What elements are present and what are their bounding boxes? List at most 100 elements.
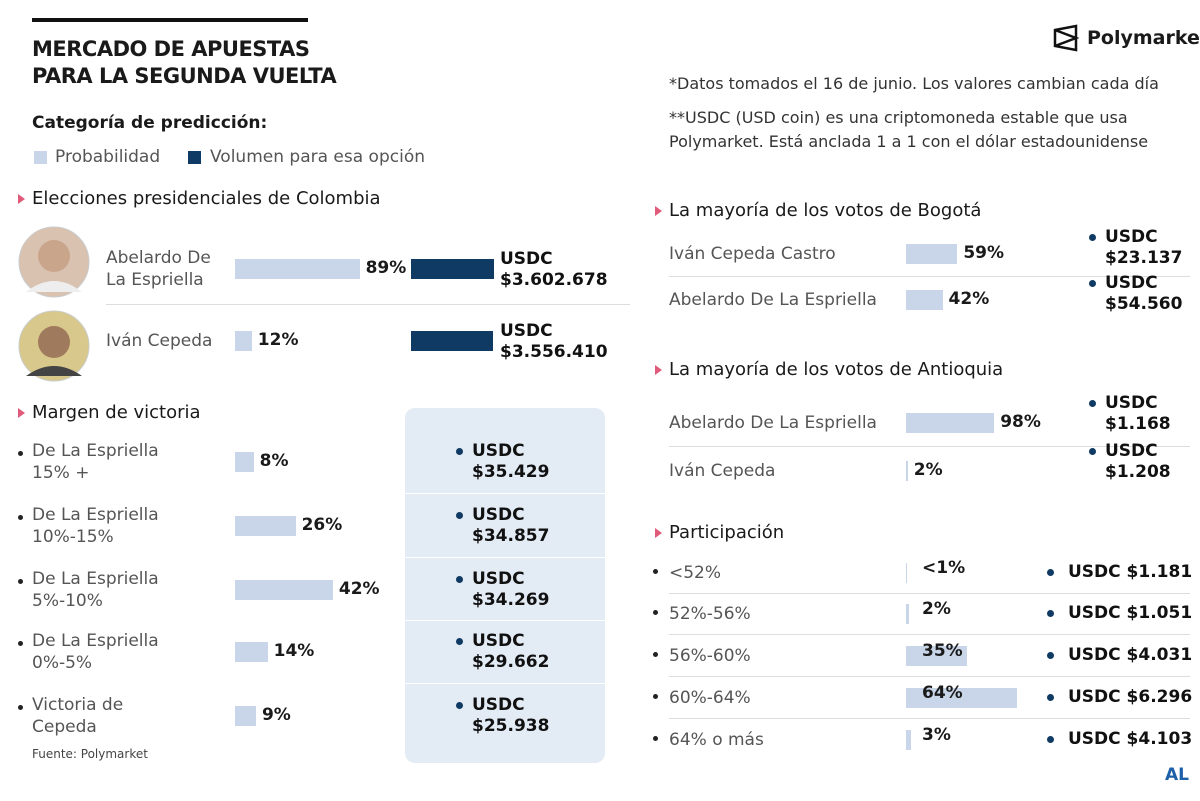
section-title: Elecciones presidenciales de Colombia bbox=[32, 188, 381, 209]
probability-label: 9% bbox=[261, 705, 291, 725]
probability-bar bbox=[235, 331, 252, 351]
bullet-dot bbox=[1047, 569, 1054, 576]
option-name: <52% bbox=[669, 563, 722, 583]
legend-swatch bbox=[188, 151, 201, 164]
option-name: Abelardo De La Espriella bbox=[106, 248, 211, 290]
bullet bbox=[653, 652, 658, 657]
section-marker bbox=[18, 194, 25, 204]
bullet-dot bbox=[1089, 400, 1096, 407]
volume-label: USDC $23.137 bbox=[1105, 227, 1183, 268]
probability-label: 14% bbox=[273, 641, 315, 661]
brand-name: Polymarket bbox=[1087, 27, 1200, 49]
bullet-dot bbox=[1047, 652, 1054, 659]
option-name: Victoria de Cepeda bbox=[32, 695, 124, 737]
probability-bar bbox=[906, 461, 908, 481]
probability-bar bbox=[235, 452, 254, 472]
separator bbox=[669, 592, 1190, 594]
brand-logo bbox=[1053, 24, 1080, 52]
probability-bar bbox=[235, 642, 268, 662]
bullet bbox=[18, 579, 23, 584]
volume-bar bbox=[411, 331, 493, 351]
bullet-dot bbox=[456, 638, 463, 645]
volume-label: USDC $25.938 bbox=[472, 695, 550, 736]
probability-label: 59% bbox=[963, 243, 1005, 263]
bullet-dot bbox=[1047, 736, 1054, 743]
bullet bbox=[18, 705, 23, 710]
probability-bar bbox=[235, 516, 296, 536]
bullet-dot bbox=[1047, 610, 1054, 617]
probability-label: 26% bbox=[301, 515, 343, 535]
separator bbox=[106, 304, 630, 305]
option-name: Iván Cepeda Castro bbox=[669, 244, 836, 264]
probability-bar bbox=[906, 244, 958, 264]
bullet bbox=[18, 515, 23, 520]
volume-label: USDC $34.857 bbox=[472, 505, 550, 546]
option-name: Abelardo De La Espriella bbox=[669, 290, 877, 310]
probability-label: <1% bbox=[922, 558, 966, 578]
probability-label: 3% bbox=[922, 725, 951, 745]
note: **USDC (USD coin) es una criptomoneda es… bbox=[669, 108, 1149, 151]
bullet-dot bbox=[1047, 694, 1054, 701]
section-marker bbox=[655, 365, 662, 375]
volume-label: USDC $54.560 bbox=[1105, 273, 1183, 314]
volume-label: USDC $34.269 bbox=[472, 569, 550, 610]
separator bbox=[669, 634, 1190, 635]
bullet-dot bbox=[456, 702, 463, 709]
separator bbox=[405, 557, 605, 558]
separator bbox=[669, 446, 1190, 447]
bullet bbox=[653, 610, 658, 615]
probability-bar bbox=[906, 604, 910, 624]
probability-bar bbox=[235, 580, 333, 600]
bullet-dot bbox=[1089, 280, 1096, 287]
avatar bbox=[18, 226, 90, 298]
volume-label: USDC $1.208 bbox=[1105, 441, 1171, 482]
option-name: 56%-60% bbox=[669, 646, 751, 666]
section-title: Margen de victoria bbox=[32, 402, 201, 423]
note: *Datos tomados el 16 de junio. Los valor… bbox=[669, 74, 1159, 93]
volume-label: USDC $3.602.678 bbox=[500, 249, 608, 290]
avatar bbox=[18, 310, 90, 382]
top-rule bbox=[32, 18, 308, 22]
probability-bar bbox=[906, 646, 967, 666]
volume-label: USDC $6.296 bbox=[1068, 687, 1193, 707]
section-title: La mayoría de los votos de Antioquia bbox=[669, 359, 1004, 380]
volume-bar bbox=[411, 259, 494, 279]
bullet bbox=[18, 451, 23, 456]
volume-label: USDC $3.556.410 bbox=[500, 321, 608, 362]
section-marker bbox=[18, 408, 25, 418]
legend-label: Probabilidad bbox=[55, 147, 161, 167]
legend-swatch bbox=[34, 151, 47, 164]
probability-label: 42% bbox=[338, 579, 380, 599]
legend-title: Categoría de predicción: bbox=[32, 113, 268, 133]
probability-label: 8% bbox=[259, 451, 289, 471]
separator bbox=[669, 676, 1190, 677]
probability-bar bbox=[906, 688, 1017, 708]
bullet-dot bbox=[456, 448, 463, 455]
bullet bbox=[653, 694, 658, 699]
signature: AL bbox=[1165, 765, 1189, 785]
probability-label: 89% bbox=[365, 258, 407, 278]
separator bbox=[669, 718, 1190, 719]
probability-label: 35% bbox=[922, 641, 963, 661]
option-name: De La Espriella 0%-5% bbox=[32, 631, 159, 673]
legend-label: Volumen para esa opción bbox=[210, 147, 425, 167]
separator bbox=[405, 683, 605, 684]
option-name: 64% o más bbox=[669, 730, 764, 750]
bullet bbox=[653, 569, 658, 574]
separator bbox=[405, 493, 605, 494]
volume-label: USDC $4.103 bbox=[1068, 729, 1193, 749]
volume-label: USDC $1.168 bbox=[1105, 393, 1171, 434]
volume-label: USDC $35.429 bbox=[472, 441, 550, 482]
option-name: 52%-56% bbox=[669, 604, 751, 624]
option-name: De La Espriella 10%-15% bbox=[32, 505, 159, 547]
bullet-dot bbox=[456, 576, 463, 583]
bullet-dot bbox=[1089, 448, 1096, 455]
separator bbox=[669, 276, 1190, 277]
option-name: De La Espriella 5%-10% bbox=[32, 569, 159, 611]
probability-bar bbox=[906, 413, 995, 433]
option-name: Iván Cepeda bbox=[106, 331, 213, 351]
section-marker bbox=[655, 528, 662, 538]
probability-label: 2% bbox=[922, 599, 951, 619]
probability-bar bbox=[235, 259, 360, 279]
